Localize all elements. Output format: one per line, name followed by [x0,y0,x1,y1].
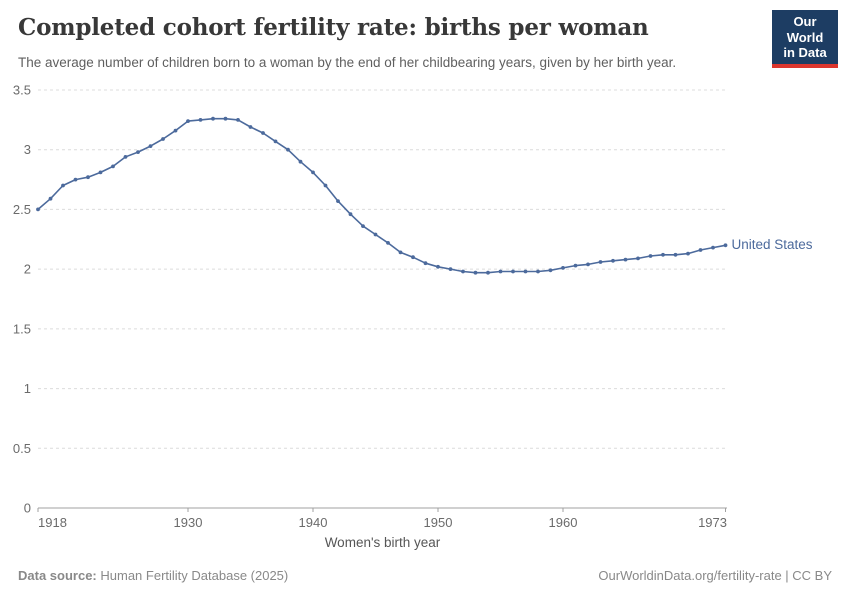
logo-line1: Our World [786,14,824,45]
svg-text:2: 2 [24,262,31,277]
svg-text:1918: 1918 [38,515,67,530]
series-label-united-states[interactable]: United States [731,237,813,253]
logo-red-bar [772,63,838,68]
svg-text:0: 0 [24,501,31,516]
svg-text:1: 1 [24,381,31,396]
svg-text:1950: 1950 [424,515,453,530]
svg-text:2.5: 2.5 [13,202,31,217]
svg-text:1930: 1930 [174,515,203,530]
svg-text:1.5: 1.5 [13,321,31,336]
svg-text:0.5: 0.5 [13,441,31,456]
svg-text:3: 3 [24,142,31,157]
logo-line2: in Data [783,45,827,60]
page-title: Completed cohort fertility rate: births … [18,14,649,41]
chart-footer: Data source: Human Fertility Database (2… [18,568,832,583]
svg-text:3.5: 3.5 [13,83,31,98]
data-source-label: Data source: [18,568,97,583]
svg-text:1973: 1973 [698,515,727,530]
owid-logo[interactable]: Our World in Data [772,10,838,68]
credit-link[interactable]: OurWorldinData.org/fertility-rate | CC B… [598,568,832,583]
svg-text:1960: 1960 [549,515,578,530]
data-source-value: Human Fertility Database (2025) [100,568,289,583]
chart-canvas[interactable]: 0 0.5 1 1.5 2 2.5 3 3.5 1918 1930 1940 1950 1960 1973 [0,80,850,560]
chart-area: 0 0.5 1 1.5 2 2.5 3 3.5 1918 1930 1940 1950 1960 1973… [0,80,850,560]
x-axis-title: Women's birth year [324,535,441,550]
svg-text:1940: 1940 [299,515,328,530]
data-source[interactable]: Data source: Human Fertility Database (2… [18,568,288,583]
chart-subtitle: The average number of children born to a… [18,55,677,70]
owid-logo-text: Our World in Data [772,10,838,64]
